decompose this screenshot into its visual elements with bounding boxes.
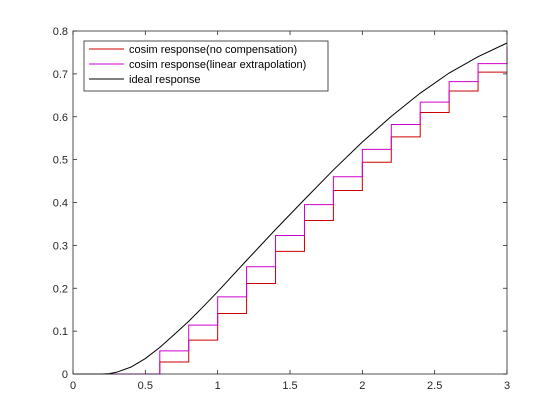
legend-box: [83, 40, 329, 92]
x-axis: 0 0.5 1 1.5 2 2.5 3: [70, 31, 510, 392]
series-line-0: [73, 71, 507, 375]
x-tick-label: 2: [359, 380, 365, 392]
x-tick-label: 3: [504, 380, 510, 392]
legend-label-1: cosim response(linear extrapolation): [129, 59, 306, 71]
y-tick-label: 0.7: [53, 69, 68, 81]
x-tick-label: 2.5: [427, 380, 442, 392]
legend: cosim response(no compensation) cosim res…: [83, 40, 329, 92]
y-tick-label: 0.8: [53, 26, 68, 38]
series-line-2: [73, 42, 508, 375]
legend-label-0: cosim response(no compensation): [129, 44, 297, 56]
x-tick-label: 1.5: [282, 380, 297, 392]
y-tick-label: 0.1: [53, 326, 68, 338]
y-tick-label: 0.3: [53, 240, 68, 252]
series-layer: [73, 42, 508, 375]
y-tick-label: 0.4: [53, 198, 68, 210]
y-tick-label: 0.2: [53, 283, 68, 295]
y-axis: 0 0.1 0.2 0.3 0.4 0.5 0.6 0.7 0.8: [53, 26, 507, 381]
x-tick-label: 1: [215, 380, 221, 392]
y-tick-label: 0: [62, 369, 68, 381]
legend-label-2: ideal response: [129, 74, 201, 86]
y-tick-label: 0.6: [53, 112, 68, 124]
x-tick-label: 0: [70, 380, 76, 392]
y-tick-label: 0.5: [53, 155, 68, 167]
x-tick-label: 0.5: [138, 380, 153, 392]
series-line-1: [73, 47, 508, 375]
